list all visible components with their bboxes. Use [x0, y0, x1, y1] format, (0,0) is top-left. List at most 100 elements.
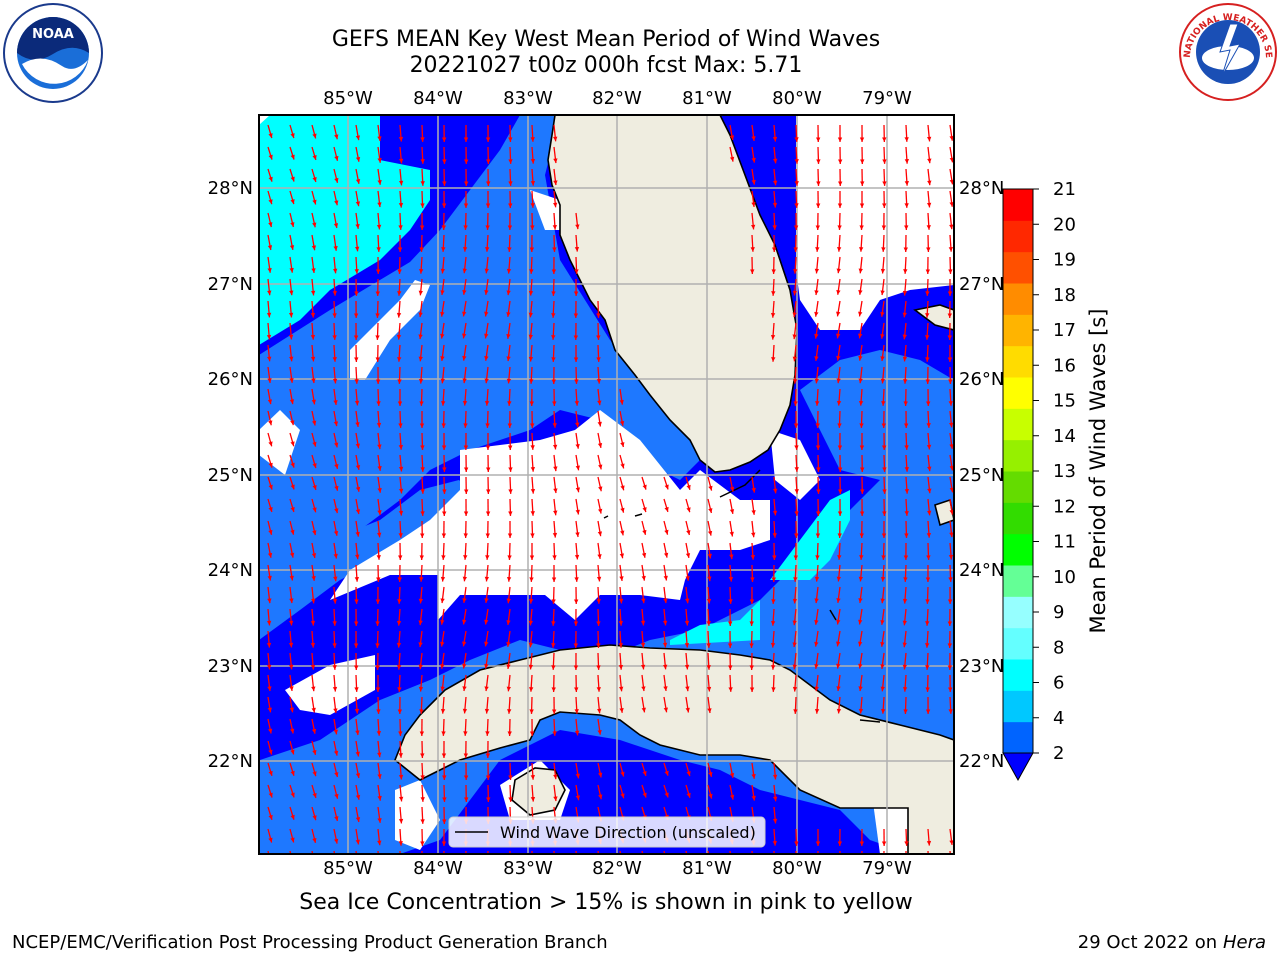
- wave-direction-arrowhead: [312, 792, 317, 798]
- wave-direction-arrowhead: [837, 511, 843, 516]
- wave-direction-arrowhead: [441, 137, 447, 142]
- wave-direction-arrowhead: [771, 269, 776, 274]
- wave-direction-arrowhead: [529, 709, 534, 714]
- wave-direction-arrowhead: [506, 576, 512, 582]
- wave-direction-arrowhead: [815, 555, 820, 560]
- wave-direction-arrowhead: [332, 665, 337, 670]
- wave-direction-arrowhead: [925, 379, 930, 384]
- wave-direction-arrowhead: [418, 356, 423, 362]
- wave-direction-arrowhead: [663, 707, 668, 713]
- wave-direction-arrowhead: [377, 179, 382, 185]
- wave-direction-arrowhead: [530, 225, 535, 230]
- wave-direction-arrowhead: [398, 180, 404, 186]
- wave-direction-arrowhead: [836, 268, 841, 274]
- wave-direction-arrowhead: [573, 335, 579, 340]
- wave-direction-arrowhead: [573, 665, 579, 670]
- wave-direction-arrowhead: [529, 577, 534, 582]
- wave-direction-arrowhead: [332, 291, 337, 296]
- wave-direction-arrowhead: [289, 356, 294, 362]
- wave-direction-arrowhead: [442, 511, 447, 516]
- wave-direction-arrowhead: [268, 792, 273, 798]
- wave-direction-arrowhead: [418, 686, 424, 692]
- wave-direction-arrowhead: [663, 552, 669, 558]
- wave-direction-arrowhead: [902, 334, 907, 340]
- wave-direction-arrowhead: [290, 462, 295, 468]
- wave-direction-arrowhead: [859, 533, 864, 538]
- wave-direction-arrowhead: [858, 641, 863, 647]
- wave-direction-arrowhead: [442, 159, 447, 164]
- wave-direction-arrowhead: [375, 335, 380, 340]
- lon-tick-label-bottom: 84°W: [413, 858, 463, 879]
- wave-direction-arrowhead: [751, 487, 756, 493]
- wave-direction-arrowhead: [440, 619, 445, 625]
- wave-direction-arrowhead: [290, 728, 295, 734]
- wave-direction-arrowhead: [268, 814, 273, 820]
- wave-direction-arrowhead: [927, 466, 932, 472]
- wave-direction-arrowhead: [485, 137, 491, 142]
- wave-direction-arrowhead: [420, 445, 425, 450]
- wave-direction-arrowhead: [353, 335, 359, 340]
- wave-direction-arrowhead: [530, 511, 535, 516]
- wave-direction-arrowhead: [441, 423, 446, 428]
- wind-wave-arrows: [266, 124, 954, 854]
- wave-direction-arrowhead: [355, 443, 360, 449]
- wave-direction-arrowhead: [927, 180, 932, 186]
- wave-direction-arrowhead: [484, 619, 489, 625]
- wave-direction-arrowhead: [728, 621, 733, 626]
- wave-direction-arrowhead: [859, 423, 864, 428]
- wave-direction-arrowhead: [685, 553, 691, 558]
- wave-direction-arrowhead: [551, 335, 556, 340]
- wave-direction-arrowhead: [486, 489, 491, 494]
- wave-direction-arrowhead: [486, 181, 491, 186]
- wave-direction-arrowhead: [397, 687, 402, 692]
- colorbar-segment: [1003, 471, 1033, 503]
- wave-direction-arrowhead: [375, 643, 380, 648]
- wave-direction-arrowhead: [927, 158, 932, 164]
- wave-direction-arrowhead: [574, 554, 580, 560]
- wave-direction-arrowhead: [880, 268, 886, 274]
- wave-direction-arrowhead: [290, 441, 295, 447]
- wave-direction-arrowhead: [751, 532, 756, 538]
- wave-direction-arrowhead: [355, 509, 361, 515]
- wave-direction-arrowhead: [575, 224, 580, 230]
- wave-direction-arrowhead: [686, 771, 691, 777]
- wave-direction-arrowhead: [814, 290, 819, 295]
- wave-direction-arrowhead: [334, 155, 339, 161]
- wave-direction-arrowhead: [814, 664, 819, 669]
- wave-direction-arrowhead: [290, 749, 295, 755]
- wave-direction-arrowhead: [289, 378, 294, 383]
- wave-direction-arrowhead: [553, 466, 558, 472]
- wave-direction-arrowhead: [838, 467, 843, 472]
- wave-direction-arrowhead: [773, 158, 778, 164]
- wave-direction-arrowhead: [926, 401, 931, 406]
- wave-direction-arrowhead: [664, 484, 669, 490]
- wave-direction-arrowhead: [508, 445, 513, 450]
- wave-direction-arrowhead: [268, 507, 273, 512]
- wave-direction-arrowhead: [836, 378, 841, 384]
- wave-direction-arrowhead: [441, 401, 446, 406]
- wave-direction-arrowhead: [882, 137, 887, 142]
- wave-direction-arrowhead: [619, 399, 624, 405]
- wave-direction-arrowhead: [420, 753, 425, 758]
- wave-direction-arrowhead: [837, 137, 843, 142]
- wave-direction-arrowhead: [880, 576, 886, 582]
- wave-direction-arrowhead: [794, 533, 799, 538]
- lat-tick-label-left: 24°N: [208, 560, 253, 581]
- map-frame: [258, 114, 955, 855]
- wave-direction-arrowhead: [663, 664, 668, 670]
- wave-direction-arrowhead: [462, 311, 467, 317]
- wave-direction-arrowhead: [355, 201, 361, 207]
- wave-direction-arrowhead: [377, 510, 382, 515]
- wave-direction-arrowhead: [836, 289, 841, 295]
- noaa-logo-text: NOAA: [32, 27, 74, 42]
- wave-direction-arrowhead: [441, 445, 447, 450]
- wave-direction-arrowhead: [729, 486, 735, 492]
- wave-direction-arrowhead: [708, 485, 713, 491]
- wave-direction-arrowhead: [925, 335, 930, 340]
- wave-direction-arrowhead: [355, 422, 360, 427]
- wave-direction-arrowhead: [442, 775, 447, 780]
- wave-direction-arrowhead: [310, 312, 316, 318]
- wave-direction-arrowhead: [927, 488, 932, 494]
- wave-direction-arrowhead: [355, 135, 361, 141]
- colorbar-tick-label: 19: [1053, 250, 1076, 271]
